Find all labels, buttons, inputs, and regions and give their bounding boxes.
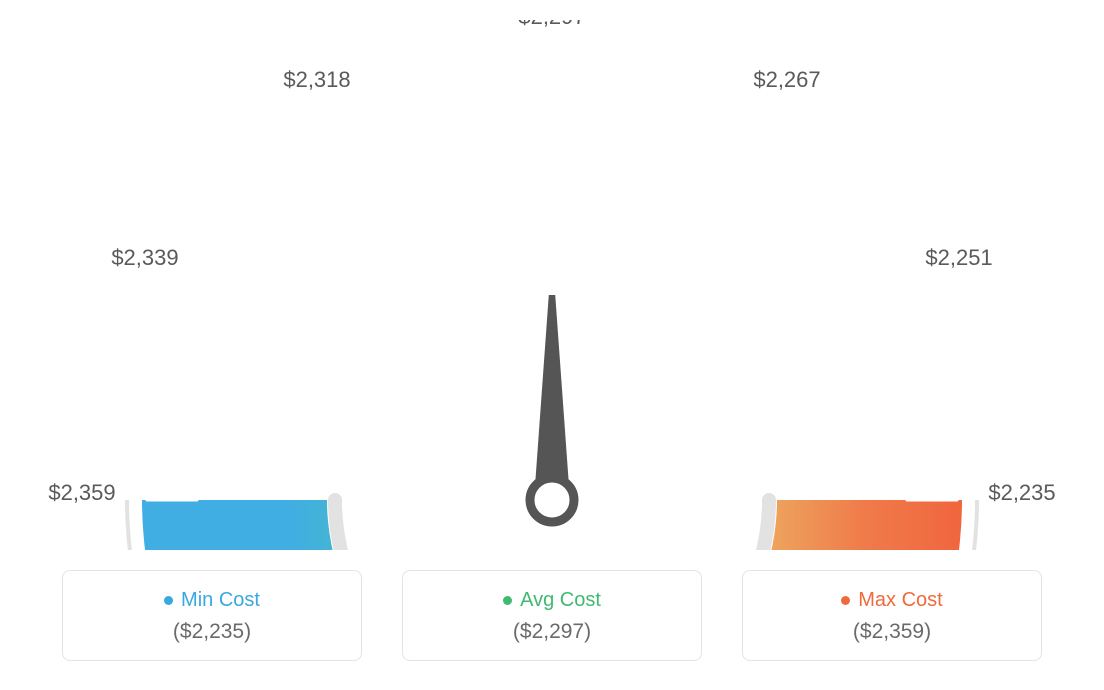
legend-dot-avg <box>503 596 512 605</box>
legend-title-avg: Avg Cost <box>427 589 677 612</box>
gauge-tick-label: $2,339 <box>111 245 178 270</box>
legend-dot-max <box>841 596 850 605</box>
legend-value-avg: ($2,297) <box>427 620 677 644</box>
legend-card-min: Min Cost ($2,235) <box>62 570 362 661</box>
gauge-tick-label: $2,267 <box>753 67 820 92</box>
legend-value-min: ($2,235) <box>87 620 337 644</box>
legend-title-max: Max Cost <box>767 589 1017 612</box>
legend-title-max-text: Max Cost <box>858 589 942 612</box>
cost-gauge-chart: $2,235 $2,251 $2,267 $2,297 $2,318 $2,339 $2,3… <box>20 20 1084 550</box>
legend-title-avg-text: Avg Cost <box>520 589 601 612</box>
legend-title-min-text: Min Cost <box>181 589 260 612</box>
legend-row: Min Cost ($2,235) Avg Cost ($2,297) Max … <box>20 570 1084 661</box>
gauge-tick-label: $2,297 <box>518 20 585 29</box>
gauge-tick-label: $2,251 <box>925 245 992 270</box>
gauge-needle <box>534 295 570 500</box>
legend-value-max: ($2,359) <box>767 620 1017 644</box>
legend-dot-min <box>164 596 173 605</box>
gauge-svg: $2,235 $2,251 $2,267 $2,297 $2,318 $2,339 $2,3… <box>20 20 1084 550</box>
legend-card-max: Max Cost ($2,359) <box>742 570 1042 661</box>
gauge-tick-label: $2,235 <box>988 480 1055 505</box>
legend-title-min: Min Cost <box>87 589 337 612</box>
gauge-tick-label: $2,359 <box>48 480 115 505</box>
legend-card-avg: Avg Cost ($2,297) <box>402 570 702 661</box>
gauge-tick-label: $2,318 <box>283 67 350 92</box>
